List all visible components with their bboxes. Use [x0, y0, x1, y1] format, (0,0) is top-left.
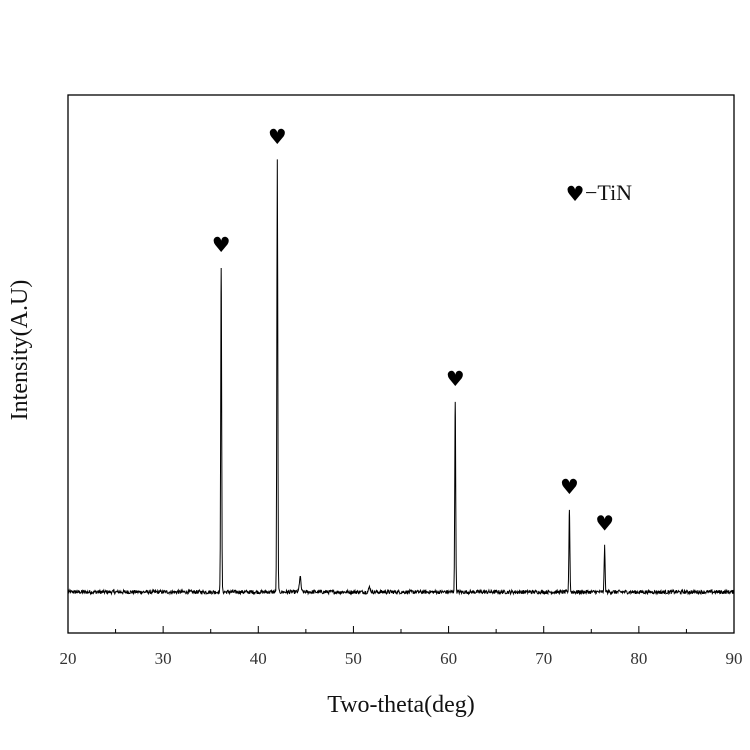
peak-heart-icon-60.7: ♥: [446, 367, 465, 391]
x-tick-label-50: 50: [345, 649, 362, 668]
legend: ♥ −TiN: [566, 180, 633, 206]
plot-frame: [67, 94, 735, 634]
peak-heart-icon-76.4: ♥: [595, 512, 614, 536]
x-tick-label-60: 60: [440, 649, 457, 668]
legend-heart-icon: ♥: [566, 182, 585, 206]
x-tick-label-90: 90: [726, 649, 743, 668]
x-tick-label-30: 30: [155, 649, 172, 668]
peak-heart-icon-72.7: ♥: [560, 475, 579, 499]
peak-markers: ♥ ♥ ♥ ♥ ♥: [212, 125, 614, 536]
y-axis-title: Intensity(A.U): [7, 280, 33, 421]
series-line-tin: [67, 159, 735, 596]
x-axis-tick-labels: 20 30 40 50 60 70 80 90: [60, 649, 743, 668]
x-tick-label-20: 20: [60, 649, 77, 668]
x-axis-title: Two-theta(deg): [327, 692, 475, 718]
x-axis-ticks: [67, 626, 735, 633]
peak-heart-icon-42: ♥: [268, 125, 287, 149]
x-tick-label-40: 40: [250, 649, 267, 668]
x-tick-label-80: 80: [630, 649, 647, 668]
peak-heart-icon-36.1: ♥: [212, 233, 231, 257]
x-tick-label-70: 70: [535, 649, 552, 668]
legend-label: −TiN: [585, 180, 632, 205]
